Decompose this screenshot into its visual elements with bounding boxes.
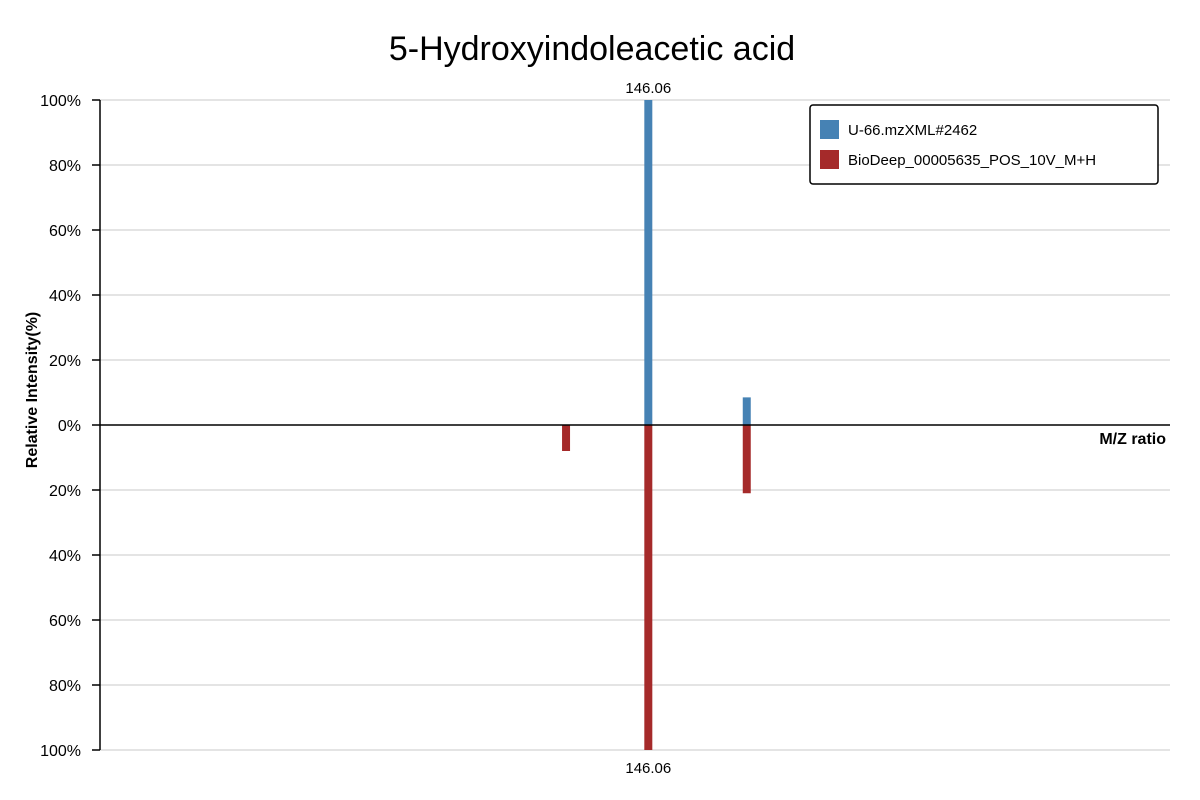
peak-labels: 146.06 146.06 (625, 80, 671, 777)
y-tick-label: 80% (49, 678, 81, 695)
y-axis-label: Relative Intensity(%) (24, 312, 41, 468)
y-tick-label: 100% (40, 93, 81, 110)
x-axis-label: M/Z ratio (1099, 431, 1166, 448)
peak-bar-series-2 (742, 425, 751, 494)
y-tick-label: 0% (58, 418, 81, 435)
peak-bar-series-2 (562, 425, 571, 451)
y-tick-label: 60% (49, 223, 81, 240)
y-tick-label: 20% (49, 483, 81, 500)
y-tick-label: 80% (49, 158, 81, 175)
peak-label-series-2: 146.06 (625, 760, 671, 777)
y-tick-label: 40% (49, 548, 81, 565)
y-axis-ticks: 100% 80% 60% 40% 20% 0% 20% 40% 60% 80% 100% (40, 93, 100, 760)
peak-bar-series-1 (742, 397, 751, 425)
bars (562, 100, 751, 750)
legend-label-series-1: U-66.mzXML#2462 (848, 122, 977, 139)
legend: U-66.mzXML#2462 BioDeep_00005635_POS_10V… (809, 104, 1159, 185)
y-tick-label: 60% (49, 613, 81, 630)
legend-swatch-series-1 (820, 120, 839, 139)
y-tick-label: 40% (49, 288, 81, 305)
peak-bar-series-2 (644, 425, 653, 750)
legend-swatch-series-2 (820, 150, 839, 169)
peak-bar-series-1 (644, 100, 653, 425)
grid (100, 99, 1170, 751)
y-tick-label: 20% (49, 353, 81, 370)
legend-label-series-2: BioDeep_00005635_POS_10V_M+H (848, 152, 1096, 169)
peak-label-series-1: 146.06 (625, 80, 671, 97)
legend-box (809, 104, 1159, 185)
chart-title: 5-Hydroxyindoleacetic acid (389, 30, 795, 68)
y-tick-label: 100% (40, 743, 81, 760)
